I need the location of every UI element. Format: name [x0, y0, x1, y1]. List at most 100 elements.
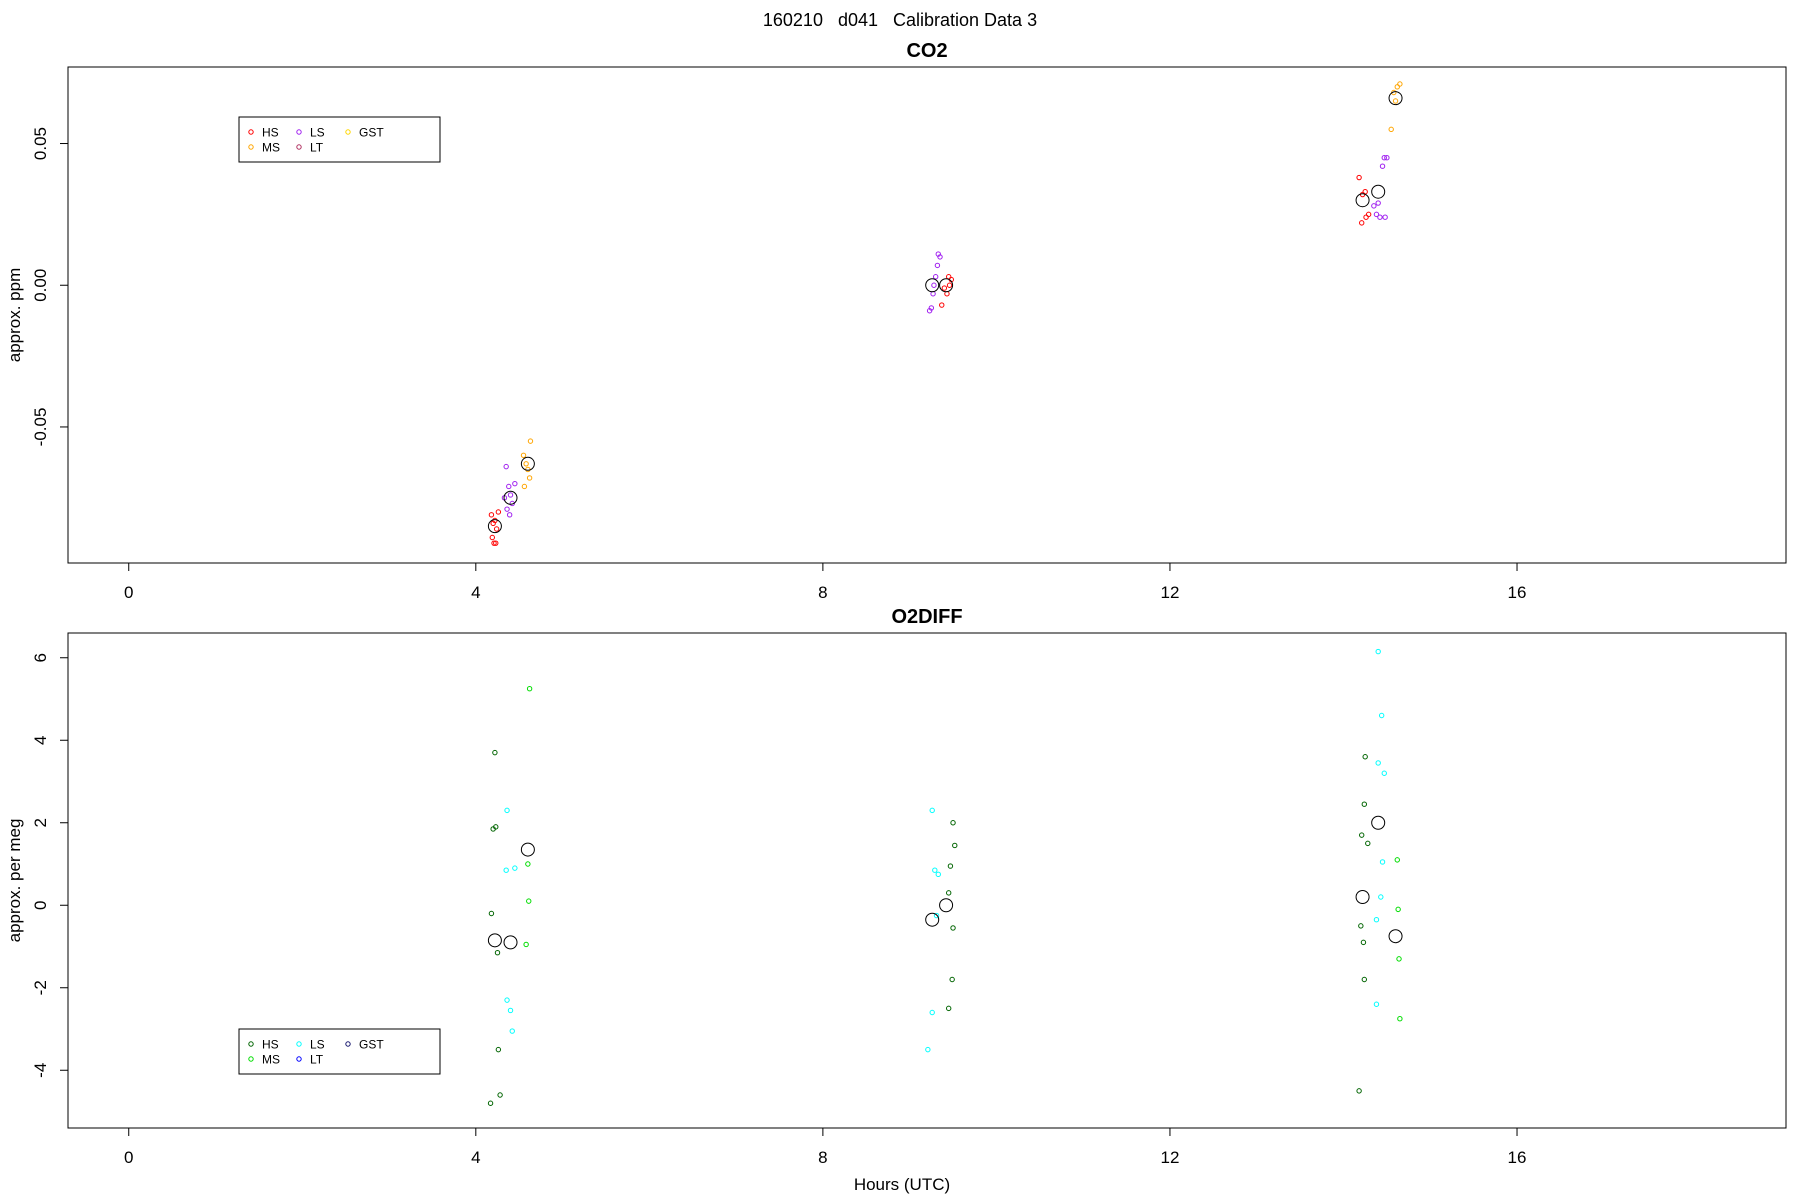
- data-point-ls: [929, 1009, 935, 1016]
- data-point-ms: [523, 941, 529, 948]
- data-point-hs: [949, 976, 955, 983]
- data-point-ls: [1381, 154, 1387, 161]
- y-tick-label: -0.05: [31, 408, 50, 447]
- y-tick-label: -2: [31, 980, 50, 995]
- mean-point: [487, 933, 502, 948]
- x-tick-label: 12: [1160, 1148, 1179, 1167]
- x-tick-label: 16: [1508, 583, 1527, 602]
- data-point-ms: [526, 475, 533, 481]
- legend-marker: [248, 1056, 254, 1062]
- data-point-ls: [506, 483, 512, 490]
- o2diff-panel: O2DIFF 0 4 8 12 16 -4 -2 0 2 4 6 approx. per meg Hour…: [5, 606, 1787, 1194]
- mean-point: [503, 490, 518, 505]
- data-point-hs: [941, 285, 948, 291]
- data-point-hs: [495, 1046, 502, 1053]
- data-point-hs: [946, 282, 953, 288]
- data-point-ls: [1371, 203, 1377, 209]
- data-point-hs: [1360, 939, 1367, 946]
- data-point-ls: [504, 997, 510, 1003]
- data-point-ls: [929, 807, 935, 814]
- data-point-hs: [1356, 1088, 1362, 1094]
- y-tick-label: 2: [31, 818, 50, 827]
- data-point-ls: [1378, 894, 1384, 900]
- data-point-hs: [492, 749, 498, 756]
- data-point-ms: [523, 461, 529, 467]
- legend-box: [238, 1028, 441, 1075]
- data-point-ms: [1394, 857, 1400, 863]
- data-point-ls: [1375, 760, 1381, 766]
- data-point-ls: [934, 262, 941, 269]
- mean-point: [925, 912, 940, 927]
- figure-title: 160210 d041 Calibration Data 3: [762, 10, 1038, 30]
- data-point-ls: [503, 463, 509, 470]
- legend-box: [238, 116, 441, 163]
- x-tick-label: 16: [1508, 1148, 1527, 1167]
- x-tick-label: 4: [471, 1148, 480, 1167]
- y-tick-label: 0.00: [31, 269, 50, 302]
- data-point-ls: [932, 867, 938, 873]
- data-point-hs: [494, 949, 501, 956]
- y-tick-label: 6: [31, 653, 50, 662]
- data-point-hs: [947, 863, 954, 869]
- data-point-ls: [1373, 1001, 1380, 1007]
- mean-point: [1388, 91, 1403, 106]
- data-point-ls: [1378, 712, 1385, 719]
- y-tick-label: 4: [31, 736, 50, 745]
- data-point-hs: [945, 274, 952, 280]
- data-point-hs: [1363, 214, 1369, 220]
- data-point-hs: [487, 1100, 494, 1106]
- mean-point: [487, 519, 502, 534]
- data-point-ms: [525, 466, 531, 473]
- legend-marker: [345, 1041, 351, 1047]
- data-point-hs: [1362, 189, 1368, 195]
- legend-marker: [296, 144, 302, 150]
- data-point-ls: [1384, 154, 1390, 161]
- x-tick-label: 0: [124, 1148, 133, 1167]
- data-point-ls: [1379, 163, 1386, 169]
- data-point-hs: [1356, 174, 1362, 181]
- data-point-ls: [1381, 770, 1387, 776]
- data-point-hs: [945, 890, 952, 896]
- data-point-ls: [512, 480, 518, 487]
- data-point-ls: [1377, 214, 1383, 220]
- data-point-hs: [493, 540, 499, 546]
- data-point-ls: [925, 1046, 931, 1053]
- data-point-ls: [503, 867, 509, 873]
- mean-point: [1355, 193, 1370, 208]
- data-point-hs: [1359, 220, 1365, 226]
- panel-title: CO2: [906, 40, 947, 62]
- y-tick-label: 0.05: [31, 127, 50, 160]
- x-axis-label: Hours (UTC): [854, 1175, 950, 1194]
- legend-marker: [248, 144, 254, 150]
- data-point-ms: [1396, 956, 1402, 962]
- legend-marker: [248, 1041, 254, 1047]
- legend-marker: [345, 129, 351, 135]
- data-point-hs: [950, 925, 956, 931]
- data-point-hs: [497, 1092, 503, 1098]
- data-point-hs: [488, 910, 495, 917]
- legend-label: HS: [262, 1038, 279, 1052]
- data-point-hs: [1361, 801, 1368, 807]
- data-point-hs: [493, 824, 499, 830]
- data-point-hs: [491, 540, 497, 546]
- legend-label: HS: [262, 126, 279, 140]
- legend-label: LT: [310, 141, 324, 155]
- data-point-ls: [931, 282, 937, 288]
- data-point-hs: [1365, 840, 1371, 847]
- x-tick-label: 8: [818, 1148, 827, 1167]
- y-tick-label: -4: [31, 1063, 50, 1078]
- data-point-ls: [509, 1028, 515, 1034]
- mean-point: [520, 456, 535, 471]
- legend-label: LT: [310, 1053, 324, 1067]
- data-point-ms: [1388, 126, 1394, 133]
- data-point-hs: [1359, 191, 1366, 198]
- data-point-ms: [521, 483, 528, 490]
- data-point-ls: [935, 251, 941, 257]
- data-point-ls: [933, 912, 940, 919]
- data-point-ms: [1397, 1015, 1403, 1022]
- data-point-ms: [1397, 81, 1403, 87]
- panel-title: O2DIFF: [891, 606, 962, 628]
- legend-marker: [296, 1041, 302, 1047]
